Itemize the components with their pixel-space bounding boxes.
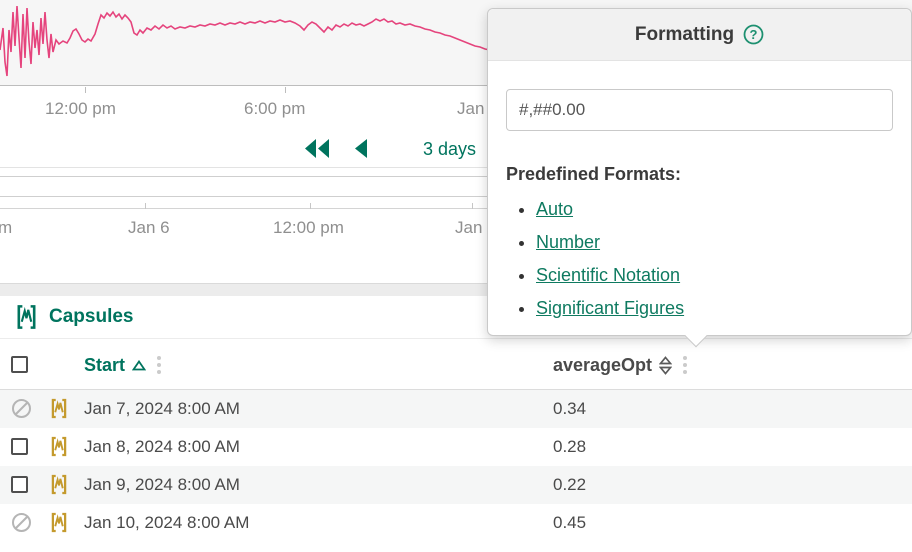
format-link-scientific-notation[interactable]: Scientific Notation [536,265,680,285]
column-header-averageopt-label: averageOpt [553,355,652,376]
table-row[interactable]: Jan 9, 2024 8:00 AM 0.22 [0,466,912,504]
column-header-start[interactable]: Start [84,354,165,376]
timebar-label: 12:00 pm [273,218,344,238]
step-back-icon[interactable] [352,137,369,165]
timebar-label: Jan 6 [128,218,170,238]
trend-line [0,6,490,76]
step-back-fast-icon[interactable] [303,137,331,165]
predefined-formats-list: Auto Number Scientific Notation Signific… [536,199,893,319]
format-string-input[interactable] [506,89,893,131]
format-link-number[interactable]: Number [536,232,600,252]
x-axis-tick [285,87,286,93]
table-row[interactable]: Jan 8, 2024 8:00 AM 0.28 [0,428,912,466]
timebar-label: Jan [455,218,482,238]
table-row[interactable]: Jan 7, 2024 8:00 AM 0.34 [0,390,912,428]
column-header-averageopt[interactable]: averageOpt [553,354,691,376]
formatting-popup: Formatting ? Predefined Formats: Auto Nu… [487,8,912,336]
x-axis-label: 6:00 pm [244,99,305,119]
capsule-start-cell: Jan 7, 2024 8:00 AM [84,399,240,419]
capsule-icon [51,512,67,533]
row-checkbox[interactable] [11,474,28,493]
sort-ascending-icon [132,360,146,371]
capsule-start-cell: Jan 10, 2024 8:00 AM [84,513,249,533]
x-axis-label: Jan [457,99,484,119]
row-checkbox[interactable] [11,436,28,455]
capsule-start-cell: Jan 8, 2024 8:00 AM [84,437,240,457]
timebar-tick [145,203,146,209]
capsule-value-cell: 0.34 [553,399,586,419]
sort-toggle-icon [659,356,672,375]
popup-title: Formatting [635,24,734,46]
list-item: Significant Figures [536,298,893,319]
list-item: Scientific Notation [536,265,893,286]
formatting-popup-header: Formatting ? [488,9,911,61]
predefined-formats-heading: Predefined Formats: [506,164,893,185]
capsule-icon [51,398,67,419]
table-row[interactable]: Jan 10, 2024 8:00 AM 0.45 [0,504,912,542]
help-icon[interactable]: ? [743,24,764,45]
column-menu-icon[interactable] [153,354,165,376]
capsule-icon [51,474,67,495]
timebar-tick [310,203,311,209]
format-link-auto[interactable]: Auto [536,199,573,219]
formatting-popup-body: Predefined Formats: Auto Number Scientif… [488,61,911,319]
capsule-value-cell: 0.28 [553,437,586,457]
timebar-tick [472,203,473,209]
list-item: Number [536,232,893,253]
timebar-label: m [0,218,12,238]
display-range-label[interactable]: 3 days [423,139,476,160]
capsules-table-header: Start averageOpt [0,338,912,390]
capsules-pane-title: Capsules [49,306,133,328]
column-header-start-label: Start [84,355,125,376]
capsule-value-cell: 0.45 [553,513,586,533]
ban-icon [11,512,32,538]
select-all-checkbox[interactable] [11,356,28,373]
ban-icon [11,398,32,424]
x-axis-tick [85,87,86,93]
capsule-value-cell: 0.22 [553,475,586,495]
list-item: Auto [536,199,893,220]
format-link-significant-figures[interactable]: Significant Figures [536,298,684,318]
capsule-icon [16,304,37,330]
svg-text:?: ? [750,27,758,42]
capsule-start-cell: Jan 9, 2024 8:00 AM [84,475,240,495]
x-axis-label: 12:00 pm [45,99,116,119]
capsule-icon [51,436,67,457]
column-menu-icon[interactable] [679,354,691,376]
